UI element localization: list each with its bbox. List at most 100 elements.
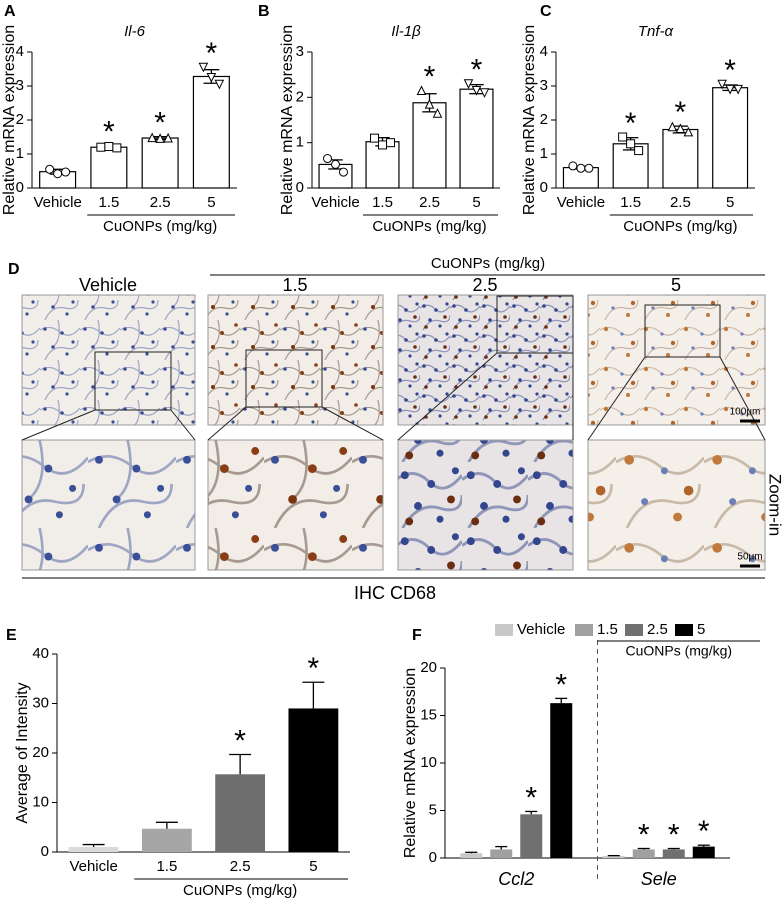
bar xyxy=(460,853,483,858)
point xyxy=(147,132,157,143)
y-tick-label: 0 xyxy=(41,843,49,860)
significance: * xyxy=(525,781,537,814)
point xyxy=(733,84,743,95)
significance: * xyxy=(698,815,710,848)
legend-swatch xyxy=(575,624,593,636)
panel-letter: E xyxy=(6,627,17,644)
x-tick-label: 2.5 xyxy=(419,194,440,211)
point xyxy=(331,159,340,169)
significance: * xyxy=(625,107,637,140)
error-bar xyxy=(555,697,568,704)
point xyxy=(618,132,628,142)
legend-label: 5 xyxy=(697,621,705,638)
micrograph-zoom xyxy=(587,439,766,571)
point xyxy=(463,79,474,89)
significance: * xyxy=(154,107,166,140)
error-bar xyxy=(302,681,325,709)
x-tick-label: Vehicle xyxy=(311,194,359,211)
significance: * xyxy=(638,818,650,851)
micrograph xyxy=(21,294,196,426)
zoom-guides xyxy=(21,295,766,441)
y-axis-label: Average of Intensity xyxy=(14,682,31,823)
significance: * xyxy=(668,818,680,851)
x-tick-label: 5 xyxy=(309,858,317,875)
error-bar xyxy=(155,821,178,829)
point xyxy=(471,86,482,96)
group-label: CuONPs (mg/kg) xyxy=(623,218,737,235)
significance: * xyxy=(234,724,246,757)
x-tick-label: Vehicle xyxy=(557,194,605,211)
x-tick-label: 2.5 xyxy=(150,194,171,211)
y-tick-label: 0 xyxy=(429,849,437,866)
y-tick-label: 4 xyxy=(540,43,548,60)
bar xyxy=(192,75,230,189)
legend-group-label: CuONPs (mg/kg) xyxy=(625,643,732,659)
error-bar xyxy=(637,847,650,850)
point xyxy=(386,138,395,148)
point xyxy=(198,62,209,73)
y-tick-label: 40 xyxy=(32,645,49,662)
y-tick-label: 4 xyxy=(16,43,24,60)
x-tick-label: 2.5 xyxy=(230,858,251,875)
point xyxy=(667,121,678,132)
x-tick-label: Vehicle xyxy=(33,194,81,211)
column-label: 5 xyxy=(671,275,681,295)
bar xyxy=(365,141,400,189)
chart-title: Tnf-α xyxy=(638,23,674,40)
micrograph xyxy=(207,294,384,426)
y-tick-label: 20 xyxy=(420,659,437,676)
legend-swatch xyxy=(495,624,513,636)
point xyxy=(424,99,435,109)
chart-title: Il-6 xyxy=(124,23,145,40)
panel-letter: B xyxy=(258,3,270,20)
point xyxy=(432,108,443,118)
legend-swatch xyxy=(675,624,693,636)
bar xyxy=(662,849,685,858)
bar xyxy=(141,137,179,189)
x-tick-label: 1.5 xyxy=(98,194,119,211)
x-tick-label: Vehicle xyxy=(69,858,117,875)
point xyxy=(584,163,594,173)
error-bar xyxy=(495,845,508,850)
group-label: CuONPs (mg/kg) xyxy=(103,218,217,235)
error-bar xyxy=(82,843,105,848)
significance: * xyxy=(308,652,320,685)
bar xyxy=(602,856,625,858)
y-tick-label: 5 xyxy=(429,801,437,818)
point xyxy=(112,143,122,153)
column-label: 1.5 xyxy=(282,275,307,295)
significance: * xyxy=(471,54,483,87)
caption: IHC CD68 xyxy=(354,583,436,603)
x-tick-label: Sele xyxy=(641,869,677,889)
point xyxy=(717,79,727,90)
bar xyxy=(68,847,119,852)
x-tick-label: 1.5 xyxy=(156,858,177,875)
point xyxy=(53,169,63,179)
bar xyxy=(288,708,339,852)
group-label: CuONPs (mg/kg) xyxy=(372,218,486,235)
y-tick-label: 10 xyxy=(32,793,49,810)
x-tick-label: 5 xyxy=(207,194,215,211)
significance: * xyxy=(675,96,687,129)
point xyxy=(163,132,173,143)
error-bar xyxy=(229,753,252,775)
bar xyxy=(692,846,715,858)
y-tick-label: 30 xyxy=(32,694,49,711)
y-tick-label: 0 xyxy=(16,179,24,196)
micrograph-zoom xyxy=(21,439,196,571)
legend-label: 2.5 xyxy=(647,621,668,638)
point xyxy=(416,85,427,96)
significance: * xyxy=(206,37,218,70)
micrograph xyxy=(587,294,766,426)
y-tick-label: 3 xyxy=(16,77,24,94)
bar xyxy=(490,849,513,858)
significance: * xyxy=(555,668,567,701)
y-tick-label: 0 xyxy=(296,179,304,196)
error-bar xyxy=(525,810,538,815)
bar xyxy=(662,128,699,189)
error-bar xyxy=(667,847,680,850)
y-tick-label: 2 xyxy=(540,111,548,128)
point xyxy=(214,79,225,90)
y-tick-label: 1 xyxy=(540,145,548,162)
